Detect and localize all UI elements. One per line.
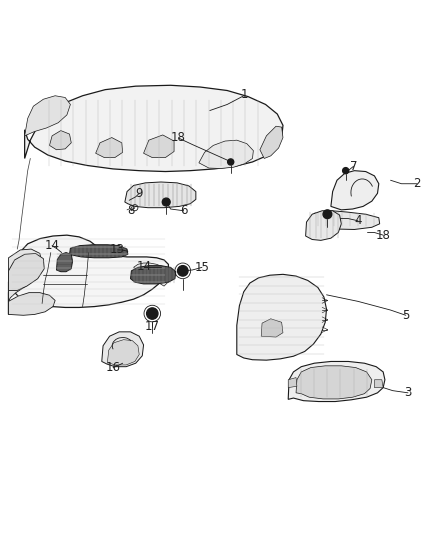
Text: 5: 5 — [402, 309, 409, 322]
Text: 1: 1 — [241, 88, 248, 101]
Polygon shape — [375, 379, 383, 387]
Text: 13: 13 — [110, 244, 125, 256]
Polygon shape — [260, 126, 283, 158]
Text: 4: 4 — [354, 214, 362, 227]
Text: 18: 18 — [171, 132, 186, 144]
Text: 6: 6 — [180, 204, 187, 217]
Polygon shape — [102, 332, 144, 367]
Circle shape — [147, 308, 158, 319]
Text: 9: 9 — [135, 187, 143, 200]
Text: 2: 2 — [413, 177, 420, 190]
Polygon shape — [9, 249, 42, 301]
Text: 18: 18 — [376, 229, 391, 241]
Polygon shape — [296, 366, 372, 399]
Polygon shape — [108, 340, 139, 365]
Text: 8: 8 — [128, 204, 135, 217]
Polygon shape — [49, 131, 71, 150]
Polygon shape — [24, 96, 70, 136]
Circle shape — [162, 198, 170, 206]
Circle shape — [343, 167, 349, 174]
Polygon shape — [56, 253, 73, 272]
Polygon shape — [288, 361, 385, 401]
Polygon shape — [69, 245, 128, 258]
Polygon shape — [134, 263, 170, 286]
Text: 7: 7 — [350, 160, 357, 173]
Text: 14: 14 — [45, 239, 59, 252]
Polygon shape — [288, 377, 297, 387]
Polygon shape — [125, 182, 196, 208]
Polygon shape — [9, 235, 168, 314]
Text: 14: 14 — [137, 260, 152, 273]
Polygon shape — [9, 253, 44, 290]
Polygon shape — [261, 319, 283, 337]
Polygon shape — [314, 211, 380, 230]
Polygon shape — [305, 211, 341, 240]
Polygon shape — [96, 138, 123, 158]
Circle shape — [228, 159, 234, 165]
Polygon shape — [131, 265, 176, 284]
Circle shape — [323, 210, 332, 219]
Polygon shape — [24, 85, 283, 172]
Polygon shape — [9, 293, 55, 316]
Polygon shape — [144, 135, 174, 158]
Polygon shape — [199, 140, 253, 168]
Text: 17: 17 — [145, 320, 160, 333]
Text: 16: 16 — [106, 361, 121, 374]
Circle shape — [177, 265, 188, 276]
Polygon shape — [237, 274, 326, 360]
Text: 3: 3 — [404, 386, 412, 399]
Text: 15: 15 — [194, 261, 209, 274]
Polygon shape — [331, 171, 379, 210]
